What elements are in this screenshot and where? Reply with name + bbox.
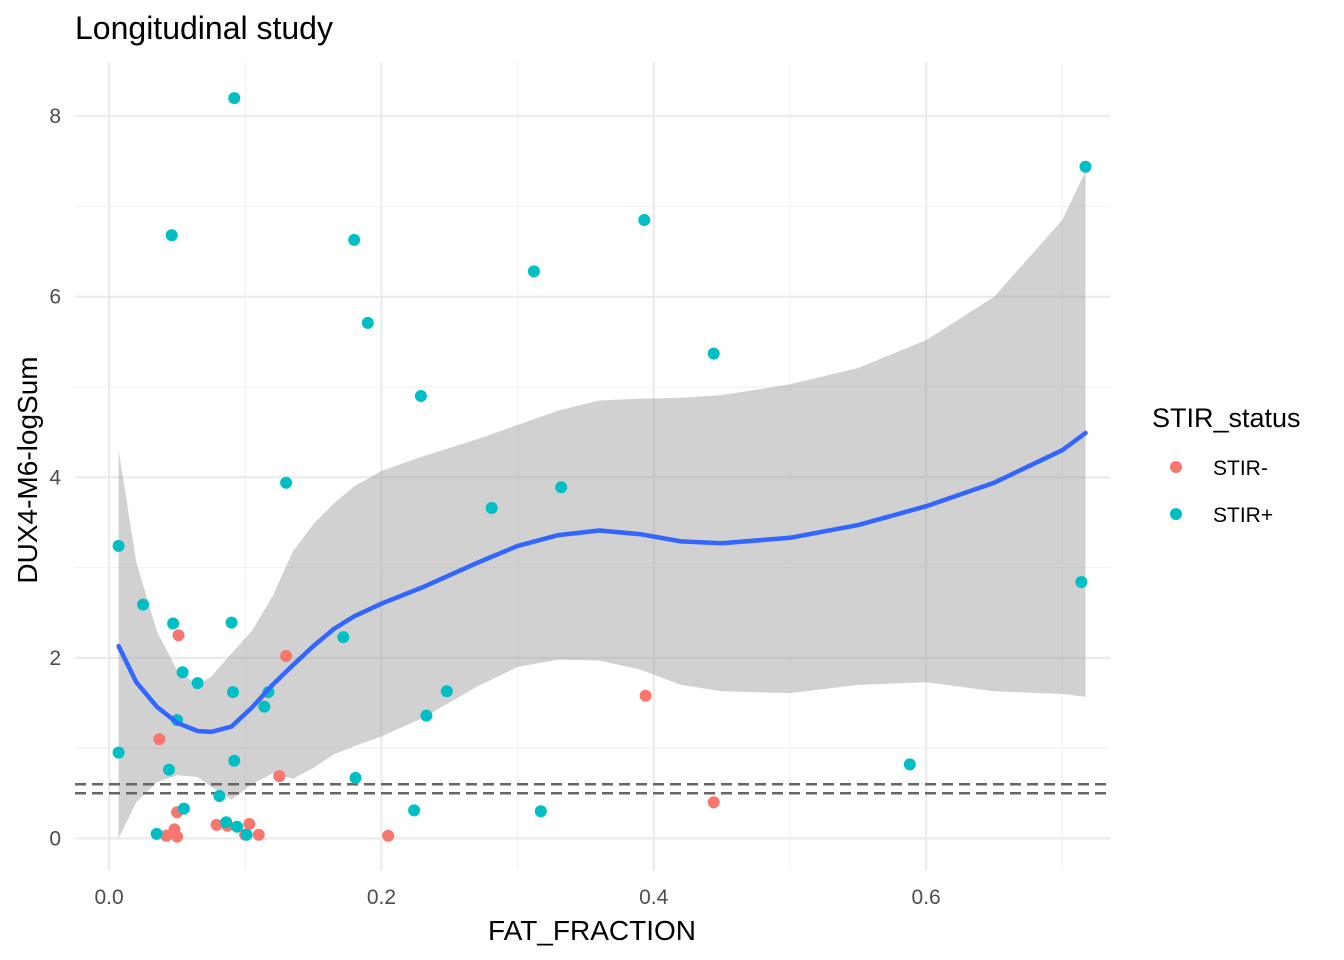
point-stir-plus (348, 233, 361, 246)
point-stir-plus (258, 700, 271, 713)
x-tick-label: 0.4 (639, 886, 669, 909)
point-stir-minus (707, 796, 720, 809)
x-tick-label: 0.6 (912, 886, 941, 909)
point-stir-plus (638, 214, 651, 226)
grid-lines (75, 62, 1110, 870)
point-stir-plus (408, 804, 421, 817)
point-stir-minus (172, 629, 185, 642)
y-axis-title: DUX4-M6-logSum (12, 356, 43, 583)
point-stir-plus (167, 617, 180, 630)
point-stir-minus (382, 829, 395, 842)
x-tick-label: 0.0 (94, 886, 123, 909)
legend-key-stir-plus (1170, 508, 1182, 520)
point-stir-plus (165, 229, 178, 242)
chart-title: Longitudinal study (75, 10, 333, 46)
data-points (112, 92, 1092, 843)
point-stir-plus (137, 598, 150, 611)
point-stir-plus (228, 92, 241, 105)
confidence-band-area (118, 171, 1086, 839)
y-tick-label: 2 (49, 647, 61, 670)
point-stir-plus (903, 758, 916, 771)
point-stir-plus (227, 686, 239, 699)
point-stir-plus (1079, 160, 1092, 173)
y-tick-label: 8 (49, 105, 61, 128)
legend-label-stir-minus: STIR- (1213, 457, 1268, 480)
point-stir-minus (171, 830, 184, 843)
point-stir-minus (210, 818, 223, 831)
x-axis-ticks: 0.0 0.2 0.4 0.6 (94, 886, 940, 909)
legend-label-stir-plus: STIR+ (1213, 504, 1273, 527)
point-stir-minus (153, 733, 166, 746)
legend-entries: STIR- STIR+ (1170, 457, 1273, 527)
point-stir-minus (280, 650, 293, 662)
point-stir-plus (420, 709, 433, 722)
point-stir-plus (440, 685, 453, 698)
point-stir-plus (213, 790, 226, 802)
point-stir-minus (639, 689, 652, 702)
point-stir-minus (273, 770, 286, 783)
legend: STIR_status STIR- STIR+ (1152, 403, 1301, 527)
point-stir-plus (163, 763, 175, 776)
point-stir-plus (225, 616, 238, 629)
point-stir-plus (220, 816, 233, 829)
y-tick-label: 0 (49, 827, 61, 850)
point-stir-plus (176, 666, 189, 679)
point-stir-plus (231, 820, 244, 833)
point-stir-plus (112, 539, 125, 552)
point-stir-plus (112, 746, 125, 759)
point-stir-plus (361, 316, 374, 329)
point-stir-minus (243, 818, 256, 830)
point-stir-plus (349, 771, 362, 784)
point-stir-plus (191, 677, 204, 690)
confidence-band (118, 171, 1086, 839)
point-stir-plus (150, 827, 163, 840)
point-stir-plus (177, 802, 190, 815)
legend-key-stir-minus (1170, 461, 1182, 473)
smooth-curve (116, 430, 1088, 735)
point-stir-minus (160, 829, 173, 842)
point-stir-plus (280, 476, 293, 489)
y-tick-label: 4 (49, 466, 61, 489)
point-stir-plus (240, 828, 253, 841)
point-stir-plus (228, 754, 241, 767)
smooth-line (116, 430, 1088, 735)
y-tick-label: 6 (49, 286, 61, 309)
point-stir-plus (527, 265, 540, 278)
point-stir-minus (252, 828, 265, 841)
legend-title: STIR_status (1152, 403, 1301, 433)
x-tick-label: 0.2 (367, 886, 396, 909)
reference-lines (75, 782, 1110, 795)
point-stir-plus (485, 502, 498, 514)
point-stir-plus (534, 805, 547, 818)
point-stir-plus (337, 631, 350, 644)
point-stir-plus (414, 390, 427, 402)
y-axis-ticks: 0 2 4 6 8 (49, 105, 61, 850)
point-stir-plus (555, 481, 568, 494)
point-stir-plus (1075, 576, 1088, 588)
x-axis-title: FAT_FRACTION (488, 915, 696, 946)
point-stir-plus (707, 347, 720, 360)
